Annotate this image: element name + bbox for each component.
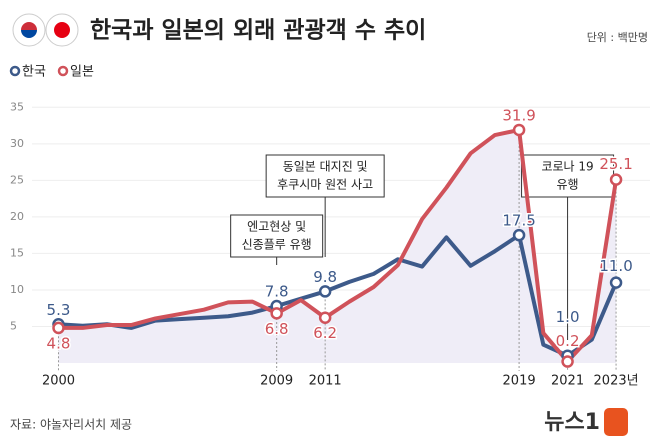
annotation-text: 후쿠시마 원전 사고 — [277, 178, 373, 192]
y-tick-label: 30 — [10, 137, 24, 150]
data-label: 11.0 — [599, 257, 632, 275]
chart-title: 한국과 일본의 외래 관광객 수 추이 — [90, 18, 426, 44]
data-label: 1.0 — [556, 308, 580, 326]
data-label: 5.3 — [47, 301, 71, 319]
annotation-box — [265, 154, 385, 198]
y-tick-label: 35 — [10, 100, 24, 113]
data-label: 17.5 — [502, 212, 535, 230]
annotation-text: 동일본 대지진 및 — [283, 160, 368, 174]
annotation-text: 유행 — [557, 177, 579, 192]
logo: 뉴스1 — [544, 410, 600, 435]
legend-label: 한국 — [22, 65, 46, 80]
y-tick-label: 5 — [10, 319, 17, 332]
data-label: 0.2 — [556, 332, 580, 350]
annotation-text: 엔고현상 및 — [247, 220, 306, 234]
data-label: 7.8 — [265, 283, 289, 301]
data-label: 6.2 — [313, 324, 337, 342]
point-marker — [609, 173, 623, 186]
x-tick-label: 2009 — [260, 374, 293, 389]
unit: 단위 : 백만명 — [587, 31, 648, 44]
annotation-text: 코로나 19 — [541, 160, 593, 174]
point-marker — [270, 307, 283, 320]
x-tick-label: 2000 — [42, 374, 75, 389]
legend-marker — [57, 65, 69, 77]
data-label: 25.1 — [599, 155, 632, 173]
series-line — [58, 233, 618, 358]
data-label: 9.8 — [313, 268, 337, 286]
x-tick-label: 2011 — [309, 374, 342, 389]
flags — [12, 13, 79, 47]
point-marker — [318, 311, 332, 324]
area — [58, 129, 617, 363]
y-tick-label: 20 — [10, 210, 24, 223]
point-marker — [52, 321, 65, 335]
data-label: 31.9 — [502, 106, 535, 124]
legend-marker — [9, 65, 21, 77]
y-tick-label: 25 — [10, 173, 24, 186]
y-tick-label: 15 — [10, 246, 24, 259]
x-tick-label: 2019 — [503, 374, 536, 389]
logo-mark — [604, 408, 628, 436]
legend-label: 일본 — [70, 65, 94, 80]
point-marker — [512, 123, 526, 137]
y-tick-label: 10 — [10, 283, 24, 296]
annotation-box — [521, 154, 615, 198]
x-tick-label: 2023년 — [594, 374, 639, 389]
source: 자료: 야놀자리서치 제공 — [10, 418, 132, 432]
data-label: 4.8 — [47, 334, 71, 352]
point-marker — [561, 355, 574, 368]
point-marker — [609, 276, 623, 289]
series-line — [58, 127, 619, 364]
point-marker — [318, 285, 332, 298]
x-tick-label: 2021 — [551, 374, 584, 389]
data-label: 6.8 — [265, 320, 289, 338]
point-marker — [512, 228, 526, 242]
annotation-box — [230, 214, 324, 258]
annotation-text: 신종플루 유행 — [242, 237, 312, 252]
